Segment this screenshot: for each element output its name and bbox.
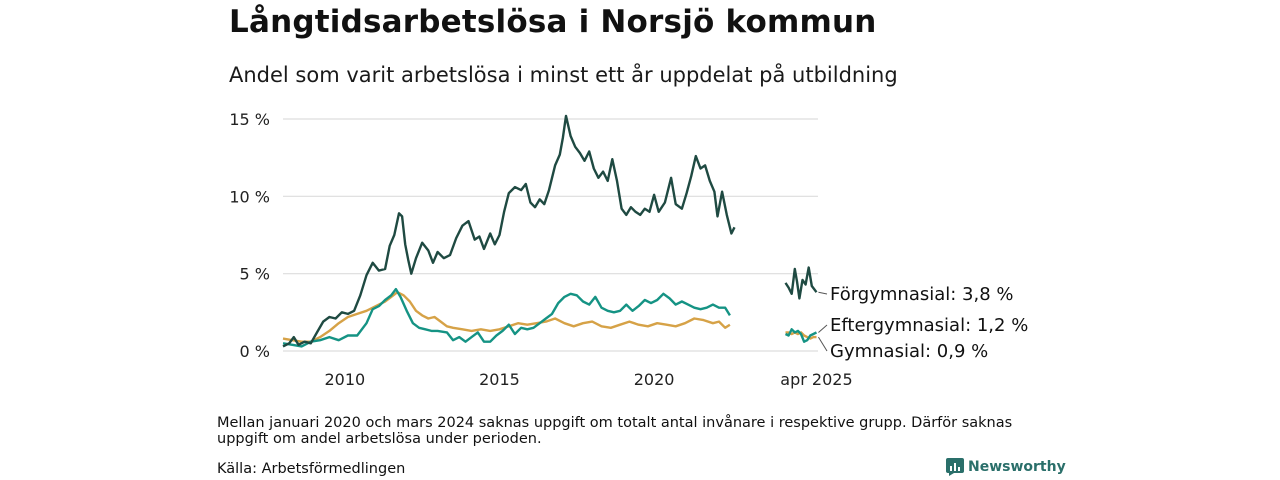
x-tick-label: 2010 [324, 370, 365, 389]
series-line-recent-eftergymnasial [784, 328, 818, 343]
footnote: Mellan januari 2020 och mars 2024 saknas… [217, 415, 1013, 447]
y-tick-label: 5 % [240, 265, 270, 284]
line-chart: 0 % 5 % 10 % 15 % 2010 2015 2020 apr 2025 Förg… [229, 110, 1028, 389]
label-leader-eftergymnasial [818, 324, 828, 333]
series-end-labels: Förgymnasial: 3,8 % Eftergymnasial: 1,2 %… [818, 284, 1028, 362]
y-axis: 0 % 5 % 10 % 15 % [229, 110, 270, 361]
series-line-eftergymnasial [282, 287, 731, 348]
y-tick-label: 10 % [229, 187, 270, 206]
chart-subtitle: Andel som varit arbetslösa i minst ett å… [229, 63, 898, 87]
brand-logo: Newsworthy [946, 458, 1066, 476]
series-label-eftergymnasial: Eftergymnasial: 1,2 % [830, 315, 1028, 336]
x-axis: 2010 2015 2020 apr 2025 [324, 370, 852, 389]
series-line-gymnasial [282, 291, 731, 343]
x-tick-label: 2015 [479, 370, 520, 389]
y-tick-label: 15 % [229, 110, 270, 129]
series-label-gymnasial: Gymnasial: 0,9 % [830, 341, 988, 362]
series-label-forgymnasial: Förgymnasial: 3,8 % [830, 284, 1014, 305]
label-leader-gymnasial [818, 336, 828, 352]
chart-title: Långtidsarbetslösa i Norsjö kommun [229, 4, 877, 40]
series-lines [282, 114, 818, 348]
grid-lines [283, 118, 818, 352]
series-line-recent-forgymnasial [784, 266, 818, 300]
x-tick-label: 2020 [634, 370, 675, 389]
brand-name: Newsworthy [968, 459, 1066, 475]
y-tick-label: 0 % [240, 342, 270, 361]
label-leader-forgymnasial [818, 291, 828, 295]
series-line-forgymnasial [282, 114, 736, 348]
source-text: Källa: Arbetsförmedlingen [217, 461, 406, 477]
newsworthy-icon [946, 458, 964, 476]
x-tick-label: apr 2025 [780, 370, 852, 389]
